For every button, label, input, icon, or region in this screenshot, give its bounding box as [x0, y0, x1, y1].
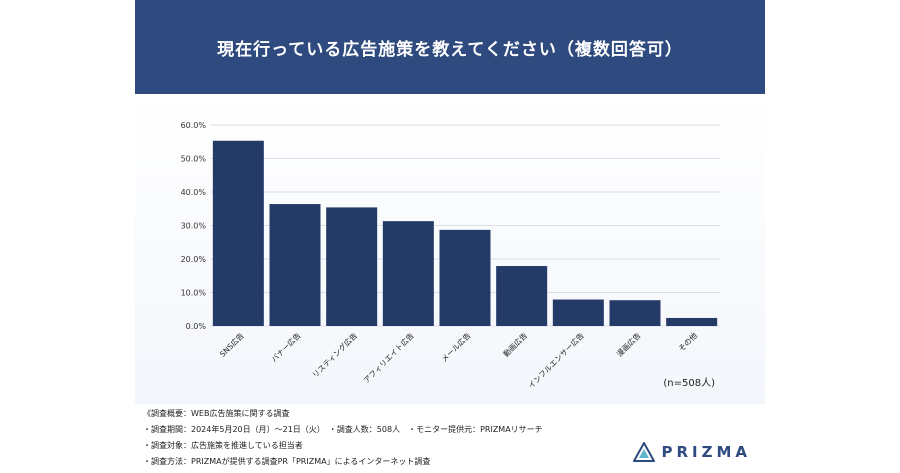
logo-text: PRIZMA — [661, 443, 751, 461]
bar — [269, 204, 321, 326]
y-tick-label: 40.0% — [181, 188, 207, 197]
y-tick-label: 10.0% — [181, 289, 207, 298]
chart-title: 現在行っている広告施策を教えてください（複数回答可） — [217, 39, 683, 60]
chart-area: 0.0% 10.0% 20.0% 30.0% 40.0% 50.0% 60.0% SNS広告バ… — [135, 94, 765, 404]
bar — [609, 300, 661, 326]
prizma-logo: PRIZMA — [633, 442, 751, 462]
bar — [439, 229, 491, 326]
bar — [212, 140, 264, 326]
category-label: リスティング広告 — [310, 330, 360, 380]
category-label: アフィリエイト広告 — [361, 330, 416, 385]
bar — [496, 266, 548, 326]
survey-overview-line: 《調査概要：WEB広告施策に関する調査 — [143, 409, 290, 418]
category-label: 漫画広告 — [614, 330, 643, 359]
y-tick-label: 50.0% — [181, 155, 207, 164]
bar — [666, 317, 718, 326]
survey-period-line: ・調査期間：2024年5月20日（月）～21日（火） ・調査人数：508人 ・モ… — [143, 425, 543, 434]
bar-chart: 0.0% 10.0% 20.0% 30.0% 40.0% 50.0% 60.0% SNS広告バ… — [181, 121, 720, 390]
y-tick-label: 30.0% — [181, 222, 207, 231]
bar — [326, 207, 378, 326]
category-label: SNS広告 — [217, 330, 246, 359]
infographic-panel: 現在行っている広告施策を教えてください（複数回答可） 0.0% 10.0% 20.0… — [135, 0, 765, 473]
y-tick-label: 20.0% — [181, 255, 207, 264]
category-label: メール広告 — [439, 330, 473, 364]
survey-target-line: ・調査対象：広告施策を推進している担当者 — [143, 441, 303, 450]
bar — [552, 299, 604, 326]
category-label: バナー広告 — [269, 330, 303, 364]
survey-method-line: ・調査方法：PRIZMAが提供する調査PR「PRIZMA」によるインターネット調… — [143, 457, 431, 466]
y-tick-label: 60.0% — [181, 121, 207, 130]
sample-size-note: (n=508人) — [663, 377, 715, 389]
survey-footer: 《調査概要：WEB広告施策に関する調査 ・調査期間：2024年5月20日（月）～… — [135, 404, 765, 473]
category-label: インフルエンサー広告 — [526, 330, 586, 390]
category-label: その他 — [676, 330, 699, 353]
title-banner: 現在行っている広告施策を教えてください（複数回答可） — [135, 0, 765, 94]
bar — [382, 221, 434, 326]
category-label: 動画広告 — [501, 330, 530, 359]
y-tick-label: 0.0% — [186, 322, 207, 331]
prism-triangle-icon — [633, 442, 656, 462]
